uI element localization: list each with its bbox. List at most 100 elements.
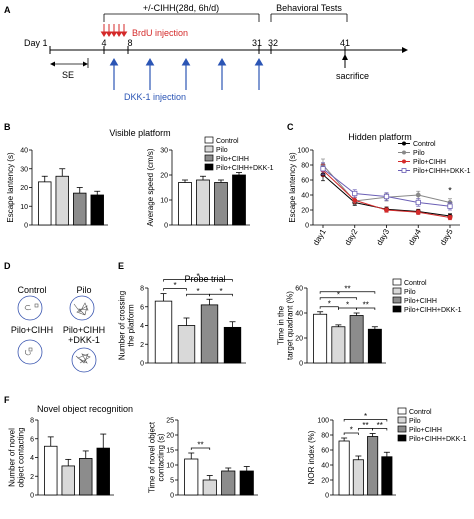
bar <box>96 447 110 496</box>
timeline-panel: +/-CIHH(28d, 6h/d) Behavioral Tests BrdU… <box>24 3 408 102</box>
y-axis-label-line: target quadrant (%) <box>286 291 295 360</box>
swim-path-panel: Control Pilo Pilo+CIHH Pilo+CIHH +DKK-1 <box>11 285 105 373</box>
brdu-injection-label: BrdU injection <box>132 28 188 38</box>
pool-label-dkk-line2: +DKK-1 <box>68 335 100 345</box>
data-point <box>415 192 421 198</box>
y-axis-label-line: Number of crossing <box>118 291 127 360</box>
pool-pilo <box>69 295 95 321</box>
day-31-label: 31 <box>252 38 262 48</box>
chart-title: Probe trial <box>184 274 225 284</box>
y-tick-label: 10 <box>20 204 28 211</box>
y-tick-label: 0 <box>325 493 329 500</box>
day-32-label: 32 <box>268 38 278 48</box>
bar <box>178 182 192 226</box>
pool-label-pilo-cihh: Pilo+CIHH <box>11 325 53 335</box>
chart-title: Visible platform <box>109 128 170 138</box>
significance-bracket <box>343 432 359 435</box>
y-axis-label-line: contacting (s) <box>157 433 166 481</box>
significance-bracket <box>343 419 388 422</box>
y-axis-label-line: Number of novel <box>8 428 17 487</box>
y-tick-label: 15 <box>166 448 174 455</box>
panel-letter-b: B <box>4 122 11 132</box>
bar <box>331 326 346 364</box>
probe-crossing-chart: 0 2 4 6 8 Number of crossingthe platform Probe… <box>118 272 246 368</box>
bar <box>338 440 350 496</box>
y-axis-label-line: Average speed (cm/s) <box>146 148 155 226</box>
data-point <box>352 197 358 203</box>
pool-label-control: Control <box>17 285 46 295</box>
legend-entry: Pilo <box>409 418 421 425</box>
significance-bracket <box>319 291 376 294</box>
y-axis-label-line: Escape lantency (s) <box>6 152 15 223</box>
legend-swatch <box>204 154 214 162</box>
y-tick-label: 20 <box>301 208 309 215</box>
bar <box>200 304 219 364</box>
x-tick-label: day4 <box>407 227 424 247</box>
y-axis-label-line: Time of novel object <box>148 421 157 493</box>
legend-entry: Control <box>413 141 436 148</box>
panel-letter-e: E <box>118 261 124 271</box>
legend-b: Control Pilo Pilo+CIHH Pilo+CIHH+DKK-1 <box>204 136 274 172</box>
legend-entry: Control <box>404 280 427 287</box>
bar <box>61 465 75 496</box>
y-tick-label: 60 <box>295 286 303 293</box>
legend-swatch <box>397 434 407 442</box>
bar <box>55 175 69 226</box>
legend-f: Control Pilo Pilo+CIHH Pilo+CIHH+DKK-1 <box>397 407 467 443</box>
legend-swatch <box>397 416 407 424</box>
y-tick-label: 0 <box>140 361 144 368</box>
y-axis-label: Number of novelobject contacting <box>8 427 26 487</box>
sacrifice-label: sacrifice <box>336 71 369 81</box>
legend-entry: Pilo <box>216 147 228 154</box>
visible-platform-latency-chart: 0 10 20 30 40 Escape lantency (s) Visible plat… <box>6 128 171 230</box>
y-tick-label: 5 <box>170 478 174 485</box>
significance-star: ** <box>362 421 368 430</box>
se-label: SE <box>62 70 74 80</box>
legend-swatch <box>392 278 402 286</box>
y-tick-label: 40 <box>321 463 329 470</box>
y-tick-label: 8 <box>140 286 144 293</box>
significance-bracket <box>356 307 376 310</box>
legend-entry: Pilo+CIHH <box>216 156 249 163</box>
pool-pilo-cihh-dkk <box>71 347 97 373</box>
significance-star: * <box>219 287 222 296</box>
cihh-period-label: +/-CIHH(28d, 6h/d) <box>143 3 219 13</box>
y-tick-label: 40 <box>20 148 28 155</box>
significance-bracket <box>190 447 211 450</box>
x-tick-label: day5 <box>438 227 455 247</box>
average-speed-chart: 0 10 20 30 Average speed (cm/s) <box>146 148 250 230</box>
bar <box>367 436 379 496</box>
legend-marker <box>401 168 407 173</box>
legend-e: Control Pilo Pilo+CIHH Pilo+CIHH+DKK-1 <box>392 278 462 314</box>
bar <box>196 179 210 226</box>
chart-title: Novel object recognition <box>37 404 133 414</box>
data-point <box>447 215 453 220</box>
bar <box>154 300 173 364</box>
legend-entry: Pilo <box>413 150 425 157</box>
y-tick-label: 40 <box>301 193 309 200</box>
bar <box>214 182 228 226</box>
legend-entry: Pilo+CIHH <box>409 427 442 434</box>
significance-star: ** <box>197 441 203 450</box>
brdu-arrows <box>100 24 128 37</box>
panel-letter-d: D <box>4 261 11 271</box>
significance-star: ** <box>377 421 383 430</box>
y-tick-label: 0 <box>164 223 168 230</box>
bar <box>232 174 246 226</box>
bar <box>367 328 382 364</box>
bar <box>79 458 93 496</box>
legend-swatch <box>397 425 407 433</box>
legend-marker <box>402 150 406 155</box>
x-tick-label: day1 <box>311 227 328 247</box>
legend-swatch <box>392 305 402 313</box>
bar <box>349 315 364 364</box>
y-tick-label: 0 <box>24 223 28 230</box>
legend-entry: Pilo+CIHH+DKK-1 <box>216 165 274 172</box>
y-tick-label: 8 <box>30 418 34 425</box>
day-4-label: 4 <box>101 38 106 48</box>
